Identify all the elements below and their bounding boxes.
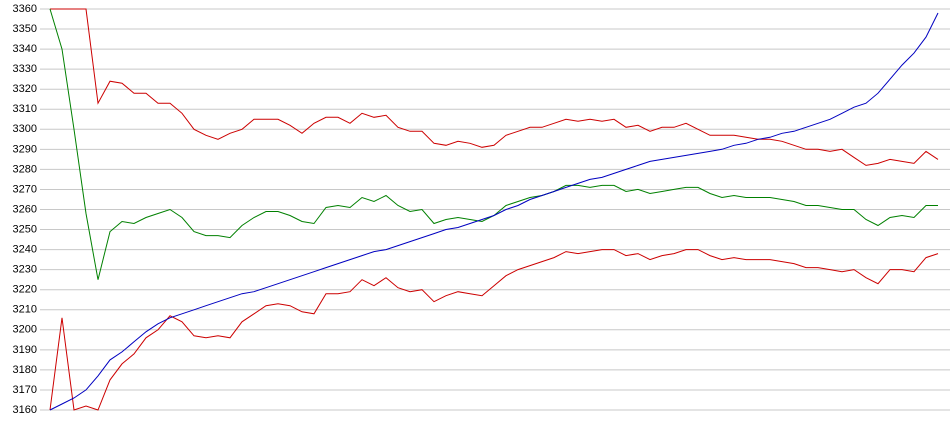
y-tick-label: 3190 bbox=[13, 344, 37, 356]
series-line bbox=[49, 8, 938, 280]
y-tick-label: 3340 bbox=[13, 43, 37, 55]
y-tick-label: 3210 bbox=[13, 304, 37, 316]
y-tick-label: 3240 bbox=[13, 244, 37, 256]
y-tick-label: 3290 bbox=[13, 143, 37, 155]
y-tick-label: 3300 bbox=[13, 123, 37, 135]
series-line bbox=[49, 249, 939, 411]
y-tick-label: 3170 bbox=[13, 384, 37, 396]
y-tick-label: 3250 bbox=[13, 223, 37, 235]
y-tick-label: 3180 bbox=[13, 364, 37, 376]
y-tick-label: 3350 bbox=[13, 23, 37, 35]
y-tick-label: 3270 bbox=[13, 183, 37, 195]
y-tick-label: 3230 bbox=[13, 264, 37, 276]
y-tick-label: 3320 bbox=[13, 83, 37, 95]
y-tick-label: 3260 bbox=[13, 203, 37, 215]
series-line bbox=[49, 12, 939, 411]
y-tick-label: 3310 bbox=[13, 103, 37, 115]
y-tick-label: 3360 bbox=[13, 3, 37, 15]
y-tick-label: 3200 bbox=[13, 324, 37, 336]
y-tick-label: 3330 bbox=[13, 63, 37, 75]
y-tick-label: 3280 bbox=[13, 163, 37, 175]
y-tick-label: 3160 bbox=[13, 404, 37, 416]
y-tick-label: 3220 bbox=[13, 284, 37, 296]
series-line bbox=[50, 8, 939, 166]
